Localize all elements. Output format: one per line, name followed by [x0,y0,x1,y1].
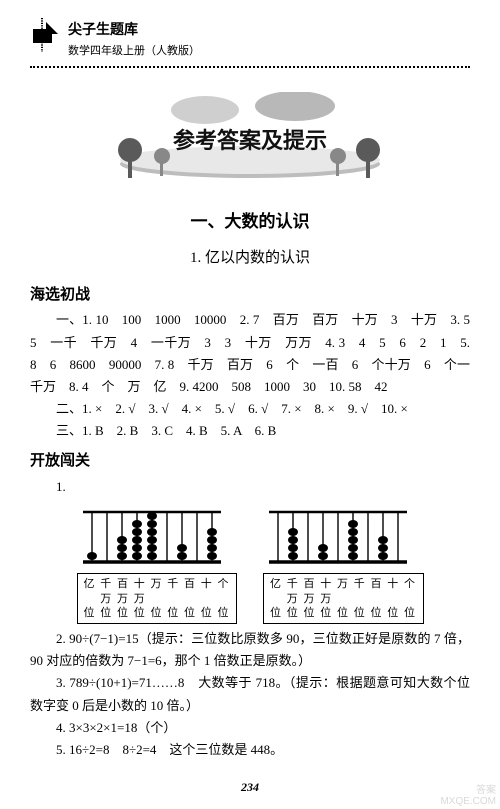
haixuan-line1: 一、1. 10 100 1000 10000 2. 7 百万 百万 十万 3 十… [30,309,470,397]
banner-illustration: 参考答案及提示 [100,92,400,182]
kaifang-item2: 2. 90÷(7−1)=15（提示：三位数比原数多 90，三位数正好是原数的 7… [30,628,470,672]
haixuan-line3: 三、1. B 2. B 3. C 4. B 5. A 6. B [30,420,470,442]
page-number: 234 [30,777,470,797]
abacus-row: 亿 千 百 十 万 千 百 十 个 万 万 万 位 位 位 位 位 位 位 位 … [30,504,470,625]
book-subtitle: 数学四年级上册（人教版） [68,42,200,61]
kaifang-item4: 4. 3×3×2×1=18（个） [30,717,470,739]
abacus-right-labels: 亿 千 百 十 万 千 百 十 个 万 万 万 位 位 位 位 位 位 位 位 … [263,573,424,625]
abacus-left-svg [77,504,227,566]
section-title: 1. 亿以内数的认识 [30,246,470,272]
header-arrow-icon [30,18,60,52]
abacus-left-labels: 亿 千 百 十 万 千 百 十 个 万 万 万 位 位 位 位 位 位 位 位 … [77,573,238,625]
svg-text:参考答案及提示: 参考答案及提示 [173,128,327,153]
chapter-title: 一、大数的认识 [30,208,470,237]
header-divider [30,66,470,68]
heading-kaifang: 开放闯关 [30,448,470,474]
abacus-left: 亿 千 百 十 万 千 百 十 个 万 万 万 位 位 位 位 位 位 位 位 … [77,504,238,625]
abacus-right-svg [263,504,413,566]
watermark: 答案 MXQE.COM [440,785,496,807]
abacus-right: 亿 千 百 十 万 千 百 十 个 万 万 万 位 位 位 位 位 位 位 位 … [263,504,424,625]
series-title: 尖子生题库 [68,18,200,42]
answer-banner: 参考答案及提示 [30,92,470,189]
kaifang-item1-label: 1. [30,476,470,498]
heading-haixuan: 海选初战 [30,282,470,308]
kaifang-item5: 5. 16÷2=8 8÷2=4 这个三位数是 448。 [30,739,470,761]
haixuan-line2: 二、1. × 2. √ 3. √ 4. × 5. √ 6. √ 7. × 8. … [30,398,470,420]
page-header: 尖子生题库 数学四年级上册（人教版） [30,18,470,60]
kaifang-item3: 3. 789÷(10+1)=71……8 大数等于 718。（提示：根据题意可知大… [30,672,470,716]
